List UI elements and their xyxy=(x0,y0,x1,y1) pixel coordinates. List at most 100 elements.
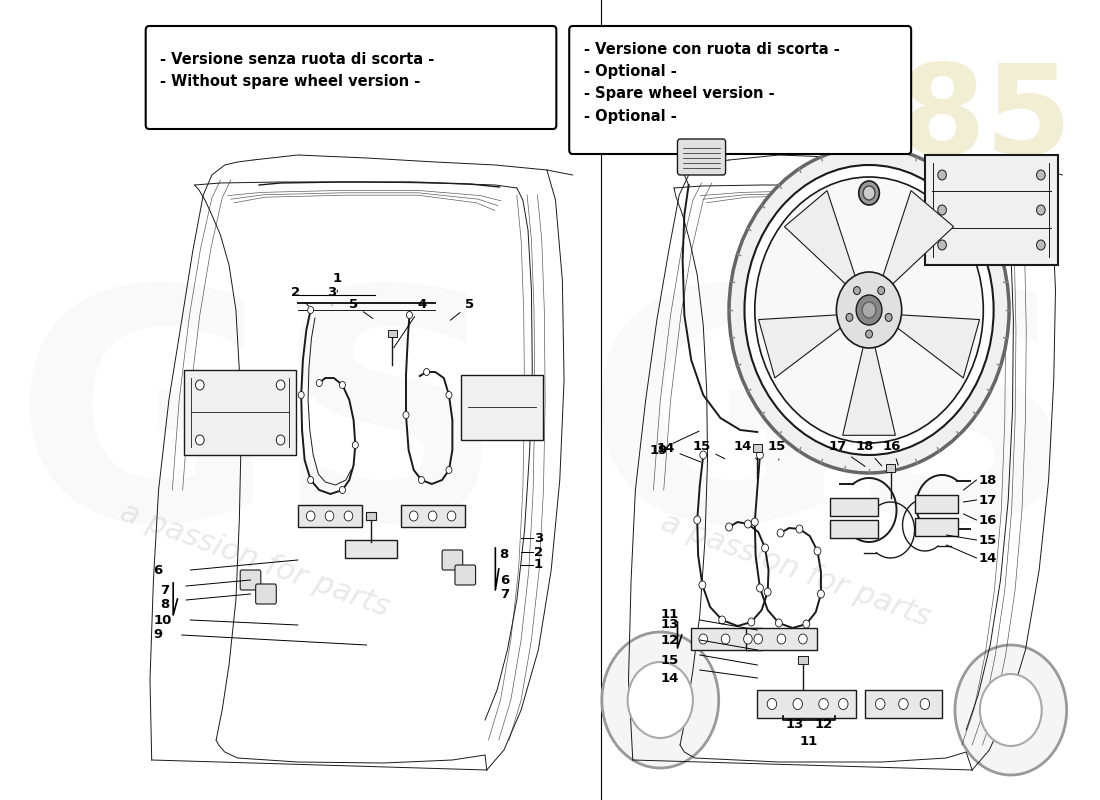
Circle shape xyxy=(754,634,762,644)
Text: 19: 19 xyxy=(649,431,698,457)
Circle shape xyxy=(448,511,455,521)
FancyBboxPatch shape xyxy=(442,550,463,570)
Circle shape xyxy=(326,511,333,521)
Text: a passion for parts: a passion for parts xyxy=(117,498,394,622)
Circle shape xyxy=(340,382,345,389)
Text: 5: 5 xyxy=(349,298,373,318)
Text: 16: 16 xyxy=(978,514,997,526)
Circle shape xyxy=(276,435,285,445)
Text: 3: 3 xyxy=(534,531,543,545)
FancyBboxPatch shape xyxy=(255,584,276,604)
Text: 17: 17 xyxy=(978,494,997,506)
Text: 7: 7 xyxy=(161,583,169,597)
Bar xyxy=(798,656,808,664)
Circle shape xyxy=(344,511,353,521)
Circle shape xyxy=(316,379,322,386)
Circle shape xyxy=(777,634,785,644)
Circle shape xyxy=(793,698,803,710)
Text: GS: GS xyxy=(13,275,505,585)
Circle shape xyxy=(700,451,706,459)
Text: 12: 12 xyxy=(660,634,679,646)
Circle shape xyxy=(862,302,876,318)
Text: 8: 8 xyxy=(161,598,169,611)
Text: 18: 18 xyxy=(978,474,997,486)
Text: 16: 16 xyxy=(883,441,901,466)
Text: 15: 15 xyxy=(660,654,679,666)
Bar xyxy=(746,628,816,650)
Text: 3: 3 xyxy=(328,286,337,306)
Bar xyxy=(365,512,376,520)
FancyBboxPatch shape xyxy=(240,570,261,590)
Circle shape xyxy=(796,525,803,533)
FancyBboxPatch shape xyxy=(678,139,726,175)
Circle shape xyxy=(854,286,860,294)
Circle shape xyxy=(846,314,852,322)
Text: 4: 4 xyxy=(394,298,427,348)
Circle shape xyxy=(803,620,810,628)
Circle shape xyxy=(955,645,1067,775)
Circle shape xyxy=(602,632,718,768)
FancyBboxPatch shape xyxy=(569,26,911,154)
Text: 11: 11 xyxy=(800,735,818,748)
Circle shape xyxy=(748,618,755,626)
Text: 15: 15 xyxy=(978,534,997,546)
Circle shape xyxy=(856,295,882,325)
Circle shape xyxy=(306,511,315,521)
Circle shape xyxy=(878,286,884,294)
Polygon shape xyxy=(843,346,895,435)
Text: 12: 12 xyxy=(814,718,833,731)
FancyBboxPatch shape xyxy=(455,565,475,585)
Circle shape xyxy=(767,698,777,710)
Circle shape xyxy=(196,435,205,445)
Text: a passion for parts: a passion for parts xyxy=(658,508,935,632)
Circle shape xyxy=(729,147,1009,473)
Bar xyxy=(345,540,397,558)
Circle shape xyxy=(757,451,763,459)
Circle shape xyxy=(866,330,872,338)
Text: 18: 18 xyxy=(856,441,882,466)
Text: 1: 1 xyxy=(332,271,342,292)
Text: 14: 14 xyxy=(657,442,701,462)
Circle shape xyxy=(864,186,876,200)
Circle shape xyxy=(938,170,946,180)
Text: GS: GS xyxy=(584,275,1077,585)
Circle shape xyxy=(817,590,824,598)
Text: 13: 13 xyxy=(660,618,679,631)
Circle shape xyxy=(745,520,751,528)
Circle shape xyxy=(764,588,771,596)
Circle shape xyxy=(836,272,902,348)
Text: 9: 9 xyxy=(153,629,163,642)
Circle shape xyxy=(418,477,425,483)
Circle shape xyxy=(755,177,983,443)
Text: 10: 10 xyxy=(153,614,172,626)
Text: 8: 8 xyxy=(499,549,509,562)
Bar xyxy=(388,330,397,337)
Circle shape xyxy=(428,511,437,521)
Circle shape xyxy=(409,511,418,521)
Circle shape xyxy=(352,442,359,449)
Text: - Versione con ruota di scorta -
- Optional -
- Spare wheel version -
- Optional: - Versione con ruota di scorta - - Optio… xyxy=(584,42,839,123)
Text: 15: 15 xyxy=(692,441,725,458)
Text: 1: 1 xyxy=(534,558,543,571)
Circle shape xyxy=(276,380,285,390)
Text: 14: 14 xyxy=(734,441,758,460)
Circle shape xyxy=(899,698,909,710)
Circle shape xyxy=(757,584,763,592)
Polygon shape xyxy=(784,190,856,285)
Circle shape xyxy=(446,391,452,398)
Circle shape xyxy=(403,411,409,418)
Bar xyxy=(830,498,878,516)
Bar xyxy=(754,444,761,452)
Text: 6: 6 xyxy=(499,574,509,586)
Circle shape xyxy=(886,314,892,322)
Text: 14: 14 xyxy=(978,551,997,565)
Circle shape xyxy=(938,240,946,250)
Circle shape xyxy=(777,529,784,537)
Polygon shape xyxy=(759,315,842,378)
Circle shape xyxy=(196,380,205,390)
FancyBboxPatch shape xyxy=(145,26,557,129)
Circle shape xyxy=(776,619,782,627)
Bar xyxy=(914,495,957,513)
Circle shape xyxy=(722,634,730,644)
Circle shape xyxy=(818,698,828,710)
